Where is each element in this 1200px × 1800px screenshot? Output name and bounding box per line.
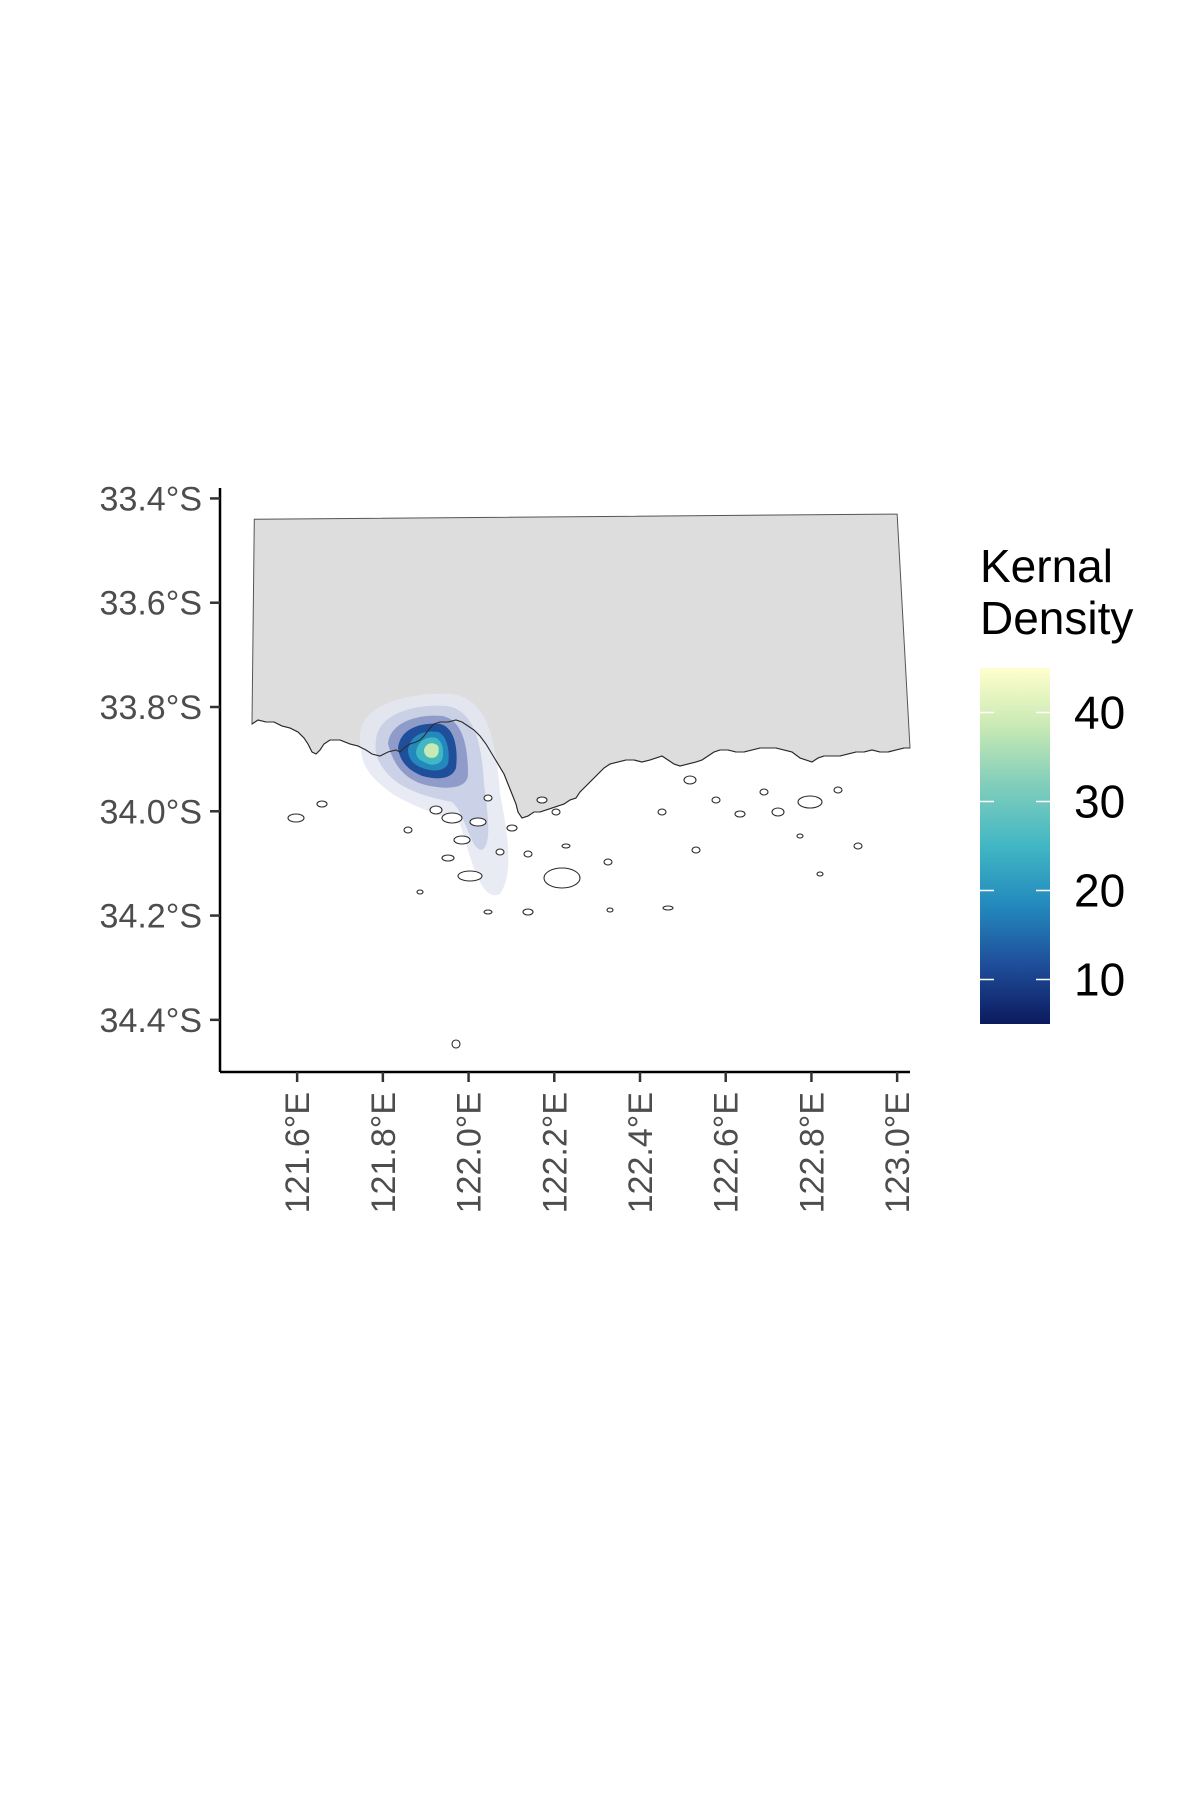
x-tick-label: 122.0°E (451, 1092, 489, 1213)
density-level-7 (424, 743, 439, 758)
island-33 (657, 808, 667, 816)
island-6 (453, 835, 471, 845)
island-4 (429, 805, 443, 815)
island-14 (551, 808, 561, 816)
island-5 (441, 812, 463, 824)
island-3 (403, 826, 413, 834)
island-34 (711, 796, 721, 804)
island-13 (536, 796, 548, 804)
island-31 (833, 786, 843, 794)
legend-title-line: Kernal (980, 540, 1113, 592)
land-area (251, 513, 911, 819)
island-30 (853, 842, 863, 850)
island-35 (816, 871, 824, 877)
legend-title-line: Density (980, 592, 1133, 644)
x-tick-label: 122.8°E (793, 1092, 831, 1213)
map-panel (251, 513, 911, 819)
island-17 (603, 858, 613, 866)
coastline (251, 719, 910, 1049)
island-7 (441, 854, 455, 862)
y-tick-label: 33.4°S (100, 480, 202, 518)
legend-tick-label: 40 (1074, 687, 1125, 739)
y-tick-label: 34.4°S (100, 1002, 202, 1040)
x-tick-label: 122.6°E (708, 1092, 746, 1213)
island-24 (691, 846, 701, 854)
island-22 (606, 907, 614, 913)
island-11 (506, 824, 518, 832)
island-9 (483, 794, 493, 802)
x-tick-label: 123.0°E (879, 1092, 917, 1213)
legend-colorbar (980, 668, 1050, 1024)
island-1 (287, 813, 305, 823)
legend-tick-label: 30 (1074, 776, 1125, 828)
density-contours (360, 693, 509, 896)
island-18 (457, 870, 483, 882)
island-26 (759, 788, 769, 796)
x-tick-label: 121.6°E (279, 1092, 317, 1213)
x-tick-label: 122.4°E (622, 1092, 660, 1213)
island-36 (451, 1039, 461, 1049)
island-19 (416, 889, 424, 895)
island-25 (734, 810, 746, 818)
y-tick-label: 34.0°S (100, 793, 202, 831)
island-8 (469, 817, 487, 827)
axes: 33.4°S 33.6°S 33.8°S 34.0°S 34.2°S 34.4°S 121.… (100, 480, 918, 1213)
legend-tick-label: 20 (1074, 865, 1125, 917)
legend-tick-label: 10 (1074, 954, 1125, 1006)
island-20 (483, 909, 493, 915)
island-27 (771, 807, 785, 817)
island-10 (495, 848, 505, 856)
island-32 (683, 775, 697, 785)
island-15 (561, 843, 571, 849)
y-tick-label: 33.6°S (100, 585, 202, 623)
island-29 (796, 833, 804, 839)
island-12 (523, 850, 533, 858)
island-2 (316, 800, 328, 808)
coastline-line (251, 719, 910, 819)
y-tick-label: 34.2°S (100, 898, 202, 936)
x-tick-label: 121.8°E (365, 1092, 403, 1213)
island-21 (522, 908, 534, 916)
island-16 (543, 867, 581, 889)
x-tick-label: 122.2°E (536, 1092, 574, 1213)
y-tick-label: 33.8°S (100, 689, 202, 727)
island-23 (662, 905, 674, 911)
island-28 (797, 795, 823, 809)
